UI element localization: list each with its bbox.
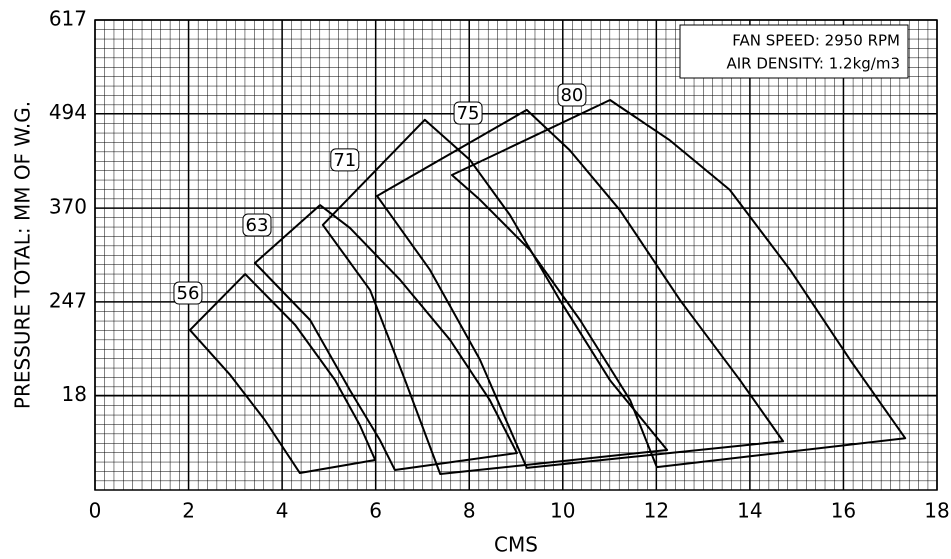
x-tick-label: 6 (369, 499, 382, 523)
annotation: FAN SPEED: 2950 RPM (732, 32, 900, 50)
y-tick-label: 617 (49, 7, 87, 31)
x-tick-label: 16 (831, 499, 856, 523)
note-box (679, 24, 909, 79)
fan-envelope (253, 204, 518, 471)
fan-envelope (321, 118, 669, 476)
fan-envelope (376, 108, 785, 469)
series-label-box (557, 83, 587, 107)
series-label-box (173, 281, 203, 305)
fan-envelope (188, 273, 377, 475)
series-label: 80 (560, 85, 583, 106)
x-axis-title: CMS (494, 533, 538, 557)
annotation: AIR DENSITY: 1.2kg/m3 (727, 55, 901, 73)
fan-envelope (450, 98, 907, 469)
x-tick-label: 2 (182, 499, 195, 523)
x-tick-label: 0 (89, 499, 102, 523)
series-label-box (330, 148, 360, 172)
series-label: 75 (457, 103, 480, 124)
marks-layer: 56 63 71 75 80 (173, 83, 907, 476)
x-tick-label: 14 (737, 499, 762, 523)
series-label-box (453, 101, 483, 125)
x-tick-label: 4 (276, 499, 289, 523)
series-label: 56 (177, 283, 200, 304)
y-tick-label: 370 (49, 195, 87, 219)
series-label-box (242, 213, 272, 237)
y-tick-label: 18 (62, 382, 87, 406)
series-label: 63 (246, 215, 269, 236)
plot-frame (94, 19, 938, 491)
x-tick-label: 8 (463, 499, 476, 523)
x-tick-label: 18 (924, 499, 949, 523)
y-tick-label: 494 (49, 100, 87, 124)
x-tick-label: 10 (550, 499, 575, 523)
series-label: 71 (333, 150, 356, 171)
y-axis-title: PRESSURE TOTAL: MM OF W.G. (11, 101, 35, 409)
minor-grid (95, 20, 937, 490)
x-tick-label: 12 (644, 499, 669, 523)
y-tick-label: 247 (49, 288, 87, 312)
